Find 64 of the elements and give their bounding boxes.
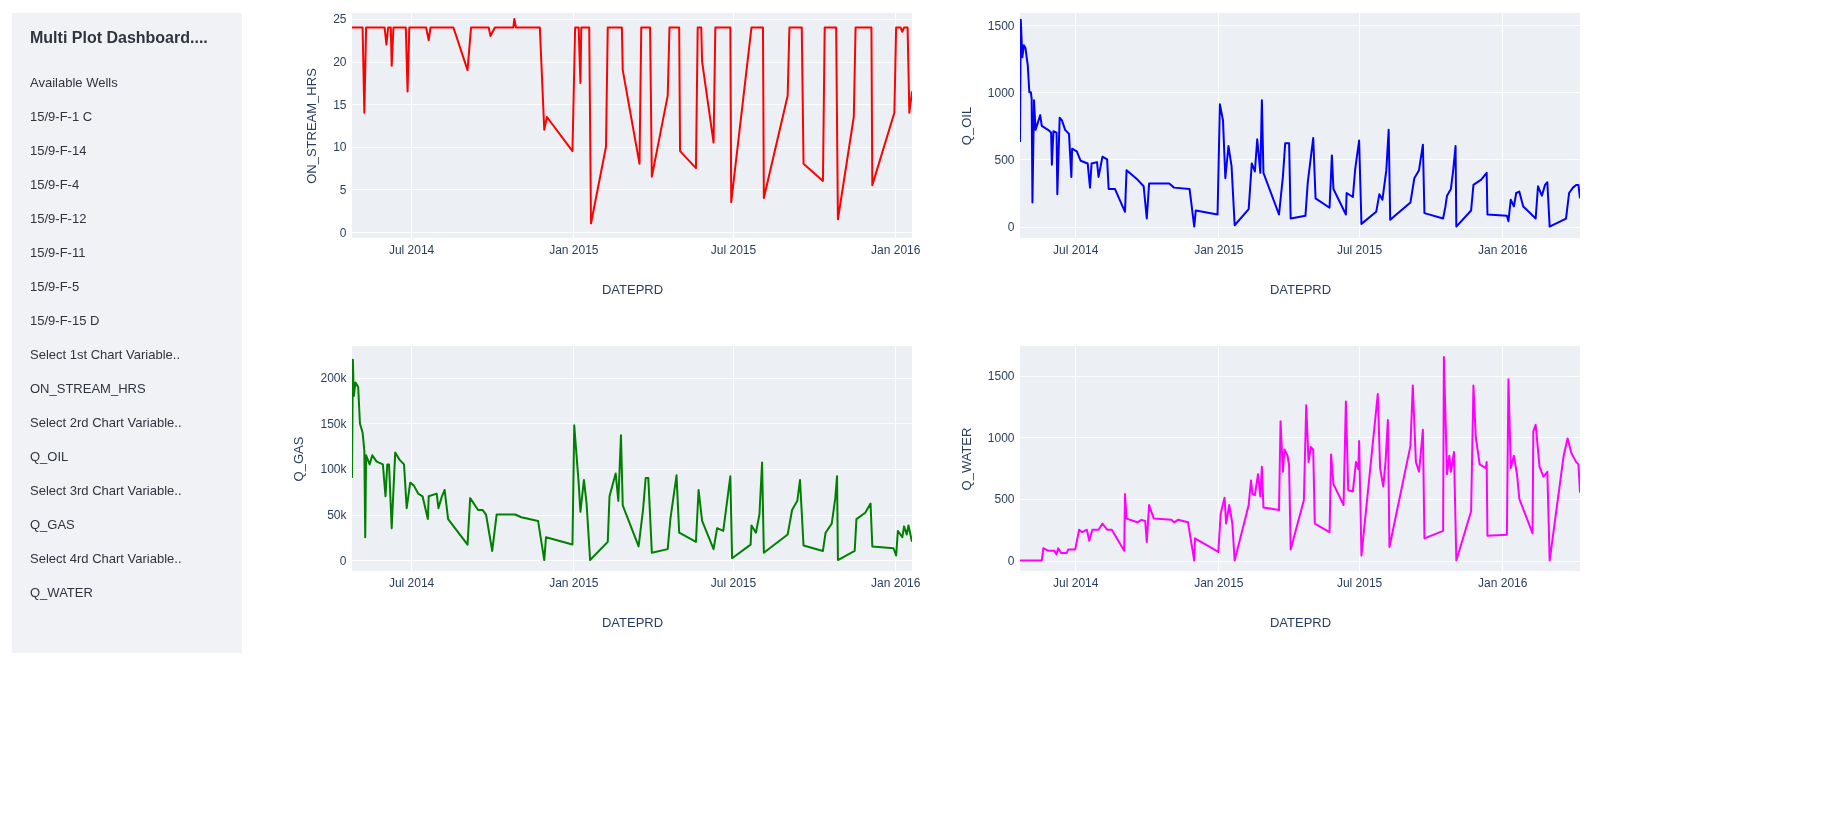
y-tick-label: 5: [339, 182, 347, 197]
y-tick-label: 20: [333, 55, 347, 70]
x-tick-label: Jul 2015: [1336, 575, 1383, 590]
y-tick-label: 100k: [320, 462, 348, 477]
x-axis-title: DATEPRD: [601, 281, 664, 297]
text: 15/9-F-5: [30, 279, 80, 294]
y-tick-label: 0: [339, 225, 347, 240]
text: Select 2rd Chart Variable..: [30, 415, 182, 430]
y-tick-label: 0: [1007, 554, 1015, 569]
x-axis-title: DATEPRD: [601, 614, 664, 630]
text: ON_STREAM_HRS: [30, 381, 146, 396]
text: 15/9-F-1 C: [30, 109, 93, 124]
x-tick-label: Jan 2015: [1194, 242, 1244, 257]
y-tick-label: 15: [333, 97, 347, 112]
x-tick-label: Jan 2016: [1478, 242, 1528, 257]
x-axis-title: DATEPRD: [1269, 281, 1332, 297]
y-tick-label: 0: [1007, 220, 1015, 235]
x-tick-label: Jul 2015: [710, 242, 757, 257]
x-tick-label: Jan 2016: [871, 242, 921, 257]
y-tick-label: 1000: [987, 85, 1015, 100]
x-tick-label: Jul 2015: [710, 575, 757, 590]
x-tick-label: Jul 2014: [1053, 575, 1099, 590]
text: Available Wells: [30, 75, 119, 90]
x-tick-label: Jul 2014: [1053, 242, 1099, 257]
x-tick-label: Jan 2016: [1478, 575, 1528, 590]
x-tick-label: Jan 2015: [549, 242, 599, 257]
y-tick-label: 25: [333, 12, 347, 27]
y-tick-label: 1000: [987, 430, 1015, 445]
line-series: [352, 17, 912, 225]
x-tick-label: Jan 2016: [871, 575, 921, 590]
text: Select 1st Chart Variable..: [30, 347, 181, 362]
y-axis-title: Q_WATER: [958, 427, 974, 491]
x-tick-label: Jul 2014: [388, 575, 435, 590]
x-tick-label: Jul 2015: [1336, 242, 1383, 257]
y-tick-label: 150k: [320, 416, 348, 431]
text: Q_GAS: [30, 517, 76, 532]
y-axis-title: Q_GAS: [291, 436, 307, 482]
text: Select 3rd Chart Variable..: [30, 483, 182, 498]
text: Multi Plot Dashboard....: [30, 29, 208, 46]
text: 15/9-F-12: [30, 211, 87, 226]
y-tick-label: 1500: [987, 18, 1015, 33]
x-tick-label: Jan 2015: [1194, 575, 1244, 590]
y-tick-label: 0: [339, 553, 347, 568]
text: 15/9-F-11: [30, 245, 86, 260]
y-tick-label: 500: [994, 492, 1015, 507]
y-axis-title: Q_OIL: [958, 106, 974, 146]
line-series: [1020, 356, 1580, 562]
x-tick-label: Jul 2014: [388, 242, 435, 257]
text: 15/9-F-4: [30, 177, 80, 192]
text: 15/9-F-15 D: [30, 313, 100, 328]
y-tick-label: 500: [994, 152, 1015, 167]
text: Q_OIL: [30, 449, 69, 464]
x-tick-label: Jan 2015: [549, 575, 599, 590]
text: Q_WATER: [30, 585, 93, 600]
y-axis-title: ON_STREAM_HRS: [304, 67, 320, 184]
y-tick-label: 50k: [327, 508, 348, 523]
text: Select 4rd Chart Variable..: [30, 551, 182, 566]
x-axis-title: DATEPRD: [1269, 614, 1332, 630]
text: 15/9-F-14: [30, 143, 87, 158]
y-tick-label: 1500: [987, 369, 1015, 384]
line-series: [352, 358, 912, 562]
y-tick-label: 200k: [320, 371, 348, 386]
y-tick-label: 10: [333, 140, 347, 155]
line-series: [1020, 18, 1580, 228]
